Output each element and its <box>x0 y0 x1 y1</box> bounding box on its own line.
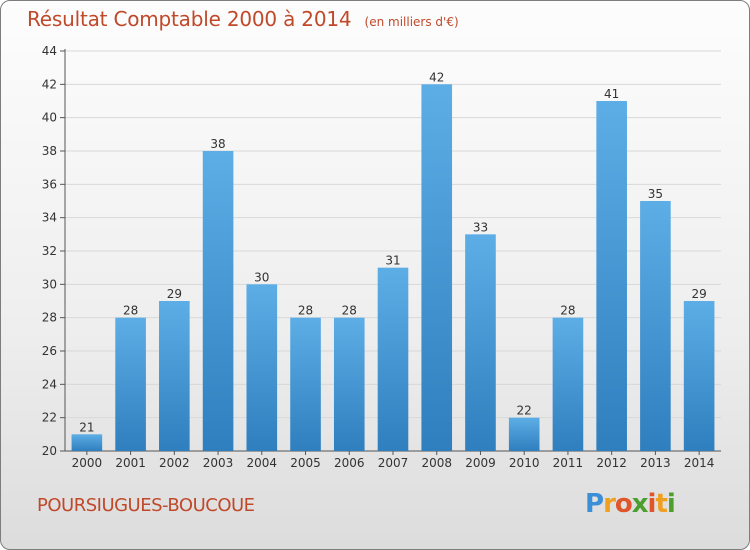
logo-letter: i <box>647 489 657 519</box>
data-label: 42 <box>429 70 444 84</box>
logo-letter: P <box>585 489 604 519</box>
x-tick-label: 2003 <box>203 456 234 470</box>
bar-2009 <box>465 234 496 451</box>
x-tick-label: 2014 <box>684 456 715 470</box>
data-label: 28 <box>298 304 313 318</box>
y-tick-label: 34 <box>42 211 57 225</box>
logo-letter: x <box>631 489 649 519</box>
bar-2011 <box>552 317 584 451</box>
bar-2006 <box>333 317 365 451</box>
bar-2002 <box>159 301 190 451</box>
bar-2003 <box>202 151 234 451</box>
x-tick-label: 2009 <box>465 456 496 470</box>
y-tick-label: 42 <box>42 77 57 91</box>
data-label: 22 <box>517 404 532 418</box>
x-tick-label: 2005 <box>290 456 321 470</box>
bar-2013 <box>640 201 671 451</box>
x-tick-label: 2008 <box>421 456 452 470</box>
data-label: 31 <box>385 254 400 268</box>
bar-2014 <box>683 301 715 451</box>
bar-2000 <box>71 434 103 451</box>
x-tick-label: 2000 <box>72 456 103 470</box>
y-tick-label: 26 <box>42 344 57 358</box>
logo-letter: i <box>666 489 676 519</box>
chart-title: Résultat Comptable 2000 à 2014 (en milli… <box>27 7 459 31</box>
bar-2001 <box>115 317 146 451</box>
y-tick-label: 30 <box>42 277 57 291</box>
bar-2004 <box>246 284 278 451</box>
y-tick-label: 40 <box>42 111 57 125</box>
data-label: 33 <box>473 220 488 234</box>
data-label: 35 <box>648 187 663 201</box>
x-tick-label: 2007 <box>378 456 409 470</box>
data-label: 28 <box>560 304 575 318</box>
data-label: 41 <box>604 87 619 101</box>
y-tick-label: 36 <box>42 177 57 191</box>
chart-unit-text: (en milliers d'€) <box>364 15 459 29</box>
x-tick-label: 2001 <box>115 456 146 470</box>
bar-2008 <box>421 84 453 451</box>
y-tick-label: 28 <box>42 311 57 325</box>
data-label: 38 <box>210 137 225 151</box>
bar-2005 <box>290 317 321 451</box>
logo-letter: t <box>655 489 667 519</box>
x-tick-label: 2004 <box>247 456 278 470</box>
y-tick-label: 24 <box>42 377 57 391</box>
x-tick-label: 2013 <box>640 456 671 470</box>
proxiti-logo: Proxiti <box>585 489 676 519</box>
logo-letter: o <box>614 489 633 519</box>
bar-2007 <box>377 267 409 451</box>
x-tick-label: 2012 <box>596 456 627 470</box>
x-tick-label: 2006 <box>334 456 365 470</box>
bar-2012 <box>596 101 627 451</box>
y-tick-label: 32 <box>42 244 57 258</box>
commune-name: POURSIUGUES-BOUCOUE <box>37 495 255 516</box>
bar-2010 <box>508 417 540 451</box>
data-label: 28 <box>342 304 357 318</box>
data-label: 21 <box>79 420 94 434</box>
data-label: 29 <box>691 287 706 301</box>
data-label: 29 <box>167 287 182 301</box>
x-tick-label: 2011 <box>553 456 584 470</box>
y-tick-label: 22 <box>42 411 57 425</box>
data-label: 30 <box>254 270 269 284</box>
logo-letter: r <box>603 489 616 519</box>
chart-title-text: Résultat Comptable 2000 à 2014 <box>27 7 352 31</box>
y-tick-label: 44 <box>42 44 57 58</box>
y-tick-label: 20 <box>42 444 57 458</box>
y-tick-label: 38 <box>42 144 57 158</box>
data-label: 28 <box>123 304 138 318</box>
x-tick-label: 2010 <box>509 456 540 470</box>
x-tick-label: 2002 <box>159 456 190 470</box>
